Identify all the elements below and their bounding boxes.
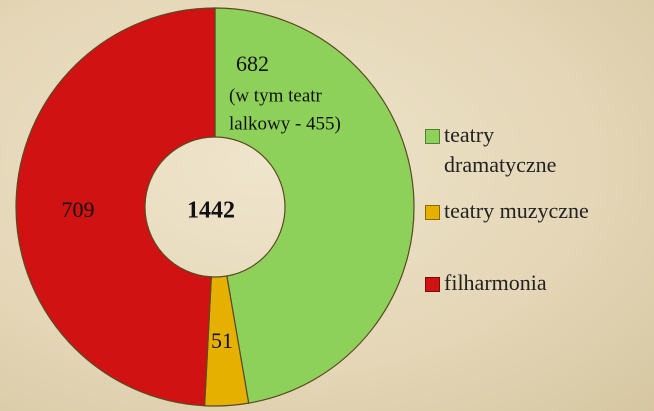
- legend-swatch: [425, 129, 440, 144]
- slice: [214, 7, 415, 404]
- slice: [15, 7, 216, 407]
- data-label: 709: [62, 197, 95, 222]
- annotation: (w tym teatr: [229, 85, 323, 106]
- legend-item: filharmonia: [425, 268, 654, 298]
- annotation: lalkowy - 455): [229, 113, 341, 134]
- data-label: 51: [211, 328, 233, 353]
- legend-swatch: [425, 205, 440, 220]
- legend-label: filharmonia: [444, 270, 547, 295]
- legend-item: teatry muzyczne: [425, 196, 654, 268]
- legend-label: teatry muzyczne: [444, 198, 589, 223]
- legend-swatch: [425, 277, 440, 292]
- data-label: 682: [236, 51, 269, 76]
- legend-item: teatry dramatyczne: [425, 120, 654, 196]
- legend-label: teatry dramatyczne: [444, 122, 557, 177]
- legend: teatry dramatyczne teatry muzyczne filharm…: [425, 120, 654, 298]
- total-label: 1442: [187, 198, 235, 224]
